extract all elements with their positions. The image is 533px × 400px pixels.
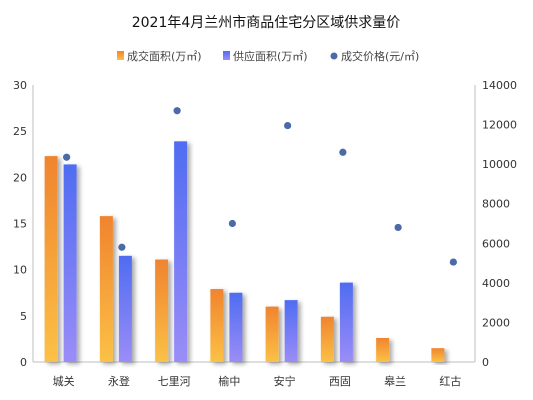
- legend-swatch-deal-area: [117, 51, 124, 60]
- deal-price-point: [173, 107, 181, 115]
- y-right-tick-label: 8000: [482, 198, 510, 211]
- deal-area-bar: [376, 337, 390, 362]
- supply-area-bar: [284, 300, 298, 362]
- supply-area-bar: [339, 282, 353, 362]
- deal-area-bar: [210, 289, 224, 362]
- legend-marker-deal-price: [330, 52, 338, 60]
- deal-price-points: [63, 107, 457, 266]
- chart-title: 2021年4月兰州市商品住宅分区域供求量价: [132, 14, 401, 31]
- y-right-tick-label: 12000: [482, 119, 517, 132]
- supply-area-bar: [63, 164, 77, 362]
- x-category-label: 城关: [53, 374, 75, 388]
- x-category-label: 七里河: [158, 375, 191, 388]
- y-left-tick-label: 20: [13, 171, 27, 184]
- supply-area-bar: [174, 141, 188, 362]
- deal-price-point: [449, 258, 457, 266]
- deal-price-point: [339, 148, 347, 156]
- supply-area-bar: [229, 292, 243, 362]
- deal-area-bar: [155, 259, 169, 362]
- y-right-tick-label: 2000: [482, 316, 510, 329]
- y-right-tick-label: 4000: [482, 277, 510, 290]
- x-category-label: 红古: [439, 375, 461, 388]
- legend-label-supply-area: 供应面积(万㎡): [233, 49, 308, 63]
- deal-area-bar: [44, 156, 58, 362]
- x-axis-category-labels: 城关 永登 七里河 榆中 安宁 西固 皋兰 红古: [53, 374, 462, 388]
- supply-area-bar: [118, 255, 132, 362]
- deal-price-point: [284, 121, 292, 130]
- y-axis-left-ticks: 0 5 10 15 20 25 30: [13, 79, 27, 369]
- y-right-tick-label: 0: [482, 356, 489, 369]
- deal-area-bar: [99, 216, 113, 362]
- x-category-label: 永登: [108, 374, 130, 388]
- y-left-tick-label: 30: [13, 79, 27, 92]
- y-axis-right-ticks: 0 2000 4000 6000 8000 10000 12000 14000: [482, 79, 517, 369]
- legend: 成交面积(万㎡) 供应面积(万㎡) 成交价格(元/㎡): [117, 49, 419, 63]
- deal-area-bars: [44, 156, 445, 362]
- deal-price-point: [394, 223, 402, 232]
- legend-swatch-supply-area: [223, 51, 230, 60]
- supply-area-bars: [63, 141, 353, 362]
- deal-area-bar: [431, 348, 445, 362]
- y-right-tick-label: 10000: [482, 158, 517, 171]
- y-right-tick-label: 14000: [482, 79, 517, 92]
- legend-label-deal-price: 成交价格(元/㎡): [341, 49, 419, 63]
- legend-label-deal-area: 成交面积(万㎡): [127, 49, 202, 63]
- y-left-tick-label: 10: [13, 264, 27, 277]
- y-right-tick-label: 6000: [482, 237, 510, 250]
- deal-price-point: [118, 243, 126, 251]
- y-left-tick-label: 15: [13, 218, 27, 231]
- x-category-label: 榆中: [218, 374, 240, 388]
- deal-area-bar: [265, 306, 279, 362]
- deal-price-point: [228, 219, 236, 228]
- x-category-label: 安宁: [274, 374, 296, 388]
- y-left-tick-label: 5: [20, 310, 27, 323]
- deal-price-point: [63, 153, 71, 161]
- x-category-label: 西固: [329, 375, 351, 388]
- y-left-tick-label: 0: [20, 356, 27, 369]
- x-category-label: 皋兰: [384, 374, 406, 388]
- y-left-tick-label: 25: [13, 125, 27, 138]
- deal-area-bar: [320, 316, 334, 362]
